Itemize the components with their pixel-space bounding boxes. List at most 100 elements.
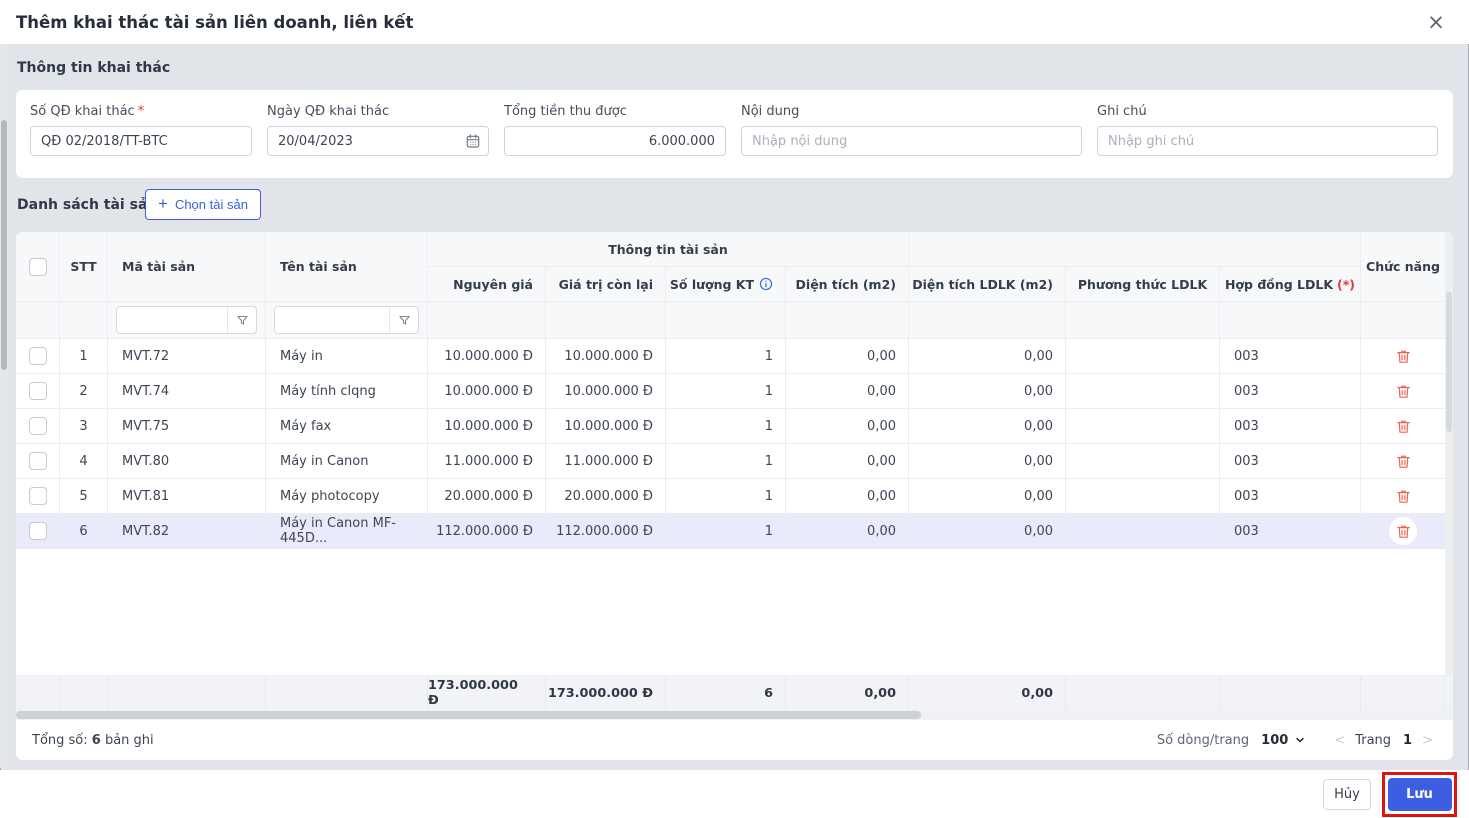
delete-row-icon[interactable] <box>1390 483 1416 509</box>
funnel-icon[interactable] <box>389 307 418 333</box>
select-all-checkbox[interactable] <box>28 257 47 276</box>
total-cell <box>16 676 60 710</box>
field-so-qd: Số QĐ khai thác * <box>30 104 252 178</box>
cell-phuong-thuc <box>1066 479 1220 514</box>
info-icon[interactable] <box>759 277 773 291</box>
next-page-button[interactable]: > <box>1422 732 1433 748</box>
cell-dien-tich: 0,00 <box>786 479 909 514</box>
table-row[interactable]: 4 MVT.80 Máy in Canon 11.000.000 Đ 11.00… <box>16 444 1453 479</box>
cell-ten: Máy in Canon MF-445D... <box>266 514 428 549</box>
prev-page-button[interactable]: < <box>1334 732 1346 748</box>
row-checkbox[interactable] <box>28 417 47 435</box>
noi-dung-label: Nội dung <box>741 104 800 119</box>
table-row[interactable]: 5 MVT.81 Máy photocopy 20.000.000 Đ 20.0… <box>16 479 1453 514</box>
ngay-qd-input[interactable] <box>268 127 458 155</box>
cell-phuong-thuc <box>1066 514 1220 549</box>
table-row-selected[interactable]: 6 MVT.82 Máy in Canon MF-445D... 112.000… <box>16 514 1453 549</box>
delete-row-icon[interactable] <box>1390 413 1416 439</box>
total-dien-tich-ldlk: 0,00 <box>909 676 1066 710</box>
choose-asset-button[interactable]: + Chọn tài sản <box>145 189 261 220</box>
cell-hop-dong: 003 <box>1220 374 1361 409</box>
delete-row-icon[interactable] <box>1390 518 1416 544</box>
close-icon[interactable]: × <box>1427 10 1445 34</box>
cell-gia-tri: 10.000.000 Đ <box>546 339 666 374</box>
cell-dien-tich: 0,00 <box>786 514 909 549</box>
table-vertical-scrollbar-thumb[interactable] <box>1446 292 1452 432</box>
cell-so-luong: 1 <box>666 339 786 374</box>
save-button[interactable]: Lưu <box>1387 777 1452 811</box>
delete-row-icon[interactable] <box>1390 448 1416 474</box>
required-asterisk: * <box>137 104 145 119</box>
cell-so-luong: 1 <box>666 409 786 444</box>
so-qd-input[interactable] <box>31 127 251 155</box>
cell-dien-tich: 0,00 <box>786 444 909 479</box>
row-checkbox-cell <box>16 479 60 514</box>
tong-tien-input[interactable] <box>505 127 725 155</box>
filter-cell-ten <box>266 302 428 339</box>
filter-cell-ma <box>108 302 266 339</box>
delete-row-icon[interactable] <box>1390 378 1416 404</box>
delete-row-icon-circle <box>1389 517 1417 545</box>
table-vertical-scrollbar[interactable] <box>1445 232 1453 676</box>
header-so-luong-kt: Số lượng KT <box>666 267 786 302</box>
cell-nguyen-gia: 20.000.000 Đ <box>428 479 546 514</box>
page-number-input[interactable]: 1 <box>1403 732 1413 748</box>
field-ghi-chu: Ghi chú <box>1097 104 1438 178</box>
funnel-icon[interactable] <box>227 307 256 333</box>
row-checkbox[interactable] <box>28 487 47 505</box>
header-hop-dong-ldlk: Hợp đồng LDLK (*) <box>1220 267 1361 302</box>
header-subrow-1: Nguyên giá Giá trị còn lại Số lượng KT D… <box>428 267 909 302</box>
cell-stt: 5 <box>60 479 108 514</box>
row-checkbox-cell <box>16 409 60 444</box>
header-dien-tich: Diện tích (m2) <box>786 267 909 302</box>
field-ngay-qd: Ngày QĐ khai thác <box>267 104 489 178</box>
save-button-annotation-box: Lưu <box>1382 771 1457 817</box>
row-checkbox[interactable] <box>28 522 47 540</box>
cell-so-luong: 1 <box>666 514 786 549</box>
filter-cell-stt <box>60 302 108 339</box>
table-row[interactable]: 1 MVT.72 Máy in 10.000.000 Đ 10.000.000 … <box>16 339 1453 374</box>
totals-row: 173.000.000 Đ 173.000.000 Đ 6 0,00 0,00 <box>16 676 1453 710</box>
asset-table-panel: STT Mã tài sản Tên tài sản Thông tin tài… <box>16 232 1453 760</box>
tong-tien-inputbox <box>504 126 726 156</box>
table-horizontal-scrollbar-thumb[interactable] <box>16 711 922 719</box>
cell-so-luong: 1 <box>666 444 786 479</box>
tong-tien-label: Tổng tiền thu được <box>504 104 627 119</box>
ten-filter-input[interactable] <box>275 307 389 333</box>
cancel-button[interactable]: Hủy <box>1323 778 1371 810</box>
cell-hop-dong: 003 <box>1220 409 1361 444</box>
row-checkbox[interactable] <box>28 452 47 470</box>
table-row[interactable]: 3 MVT.75 Máy fax 10.000.000 Đ 10.000.000… <box>16 409 1453 444</box>
choose-asset-button-label: Chọn tài sản <box>174 197 248 212</box>
cell-dien-tich: 0,00 <box>786 409 909 444</box>
ten-filter-box <box>274 306 419 334</box>
delete-row-icon[interactable] <box>1390 343 1416 369</box>
row-checkbox-cell <box>16 339 60 374</box>
page-size-select[interactable]: 100 <box>1261 733 1306 748</box>
page-vertical-scrollbar[interactable] <box>0 44 8 768</box>
table-horizontal-scrollbar[interactable] <box>16 710 1453 720</box>
filter-cell-cb <box>16 302 60 339</box>
filter-cell <box>1220 302 1361 339</box>
ghi-chu-input[interactable] <box>1098 127 1437 155</box>
header-stt: STT <box>60 232 108 302</box>
noi-dung-input[interactable] <box>742 127 1081 155</box>
table-row[interactable]: 2 MVT.74 Máy tính clqng 10.000.000 Đ 10.… <box>16 374 1453 409</box>
row-checkbox[interactable] <box>28 382 47 400</box>
field-tong-tien: Tổng tiền thu được <box>504 104 726 178</box>
header-group-thong-tin-block: Thông tin tài sản Nguyên giá Giá trị còn… <box>428 232 909 302</box>
ma-filter-input[interactable] <box>117 307 227 333</box>
cell-hop-dong: 003 <box>1220 339 1361 374</box>
cell-ten: Máy photocopy <box>266 479 428 514</box>
section-title-exploit-info: Thông tin khai thác <box>17 60 171 76</box>
cell-phuong-thuc <box>1066 339 1220 374</box>
so-qd-inputbox <box>30 126 252 156</box>
filter-cell <box>786 302 909 339</box>
exploit-info-panel: Số QĐ khai thác* Ngày QĐ khai thác Tổng … <box>16 90 1453 178</box>
page-vertical-scrollbar-thumb[interactable] <box>1 120 7 370</box>
action-bar: Hủy Lưu <box>0 770 1469 818</box>
total-dien-tich: 0,00 <box>786 676 909 710</box>
calendar-icon[interactable] <box>458 127 488 155</box>
cell-hop-dong: 003 <box>1220 444 1361 479</box>
row-checkbox[interactable] <box>28 347 47 365</box>
